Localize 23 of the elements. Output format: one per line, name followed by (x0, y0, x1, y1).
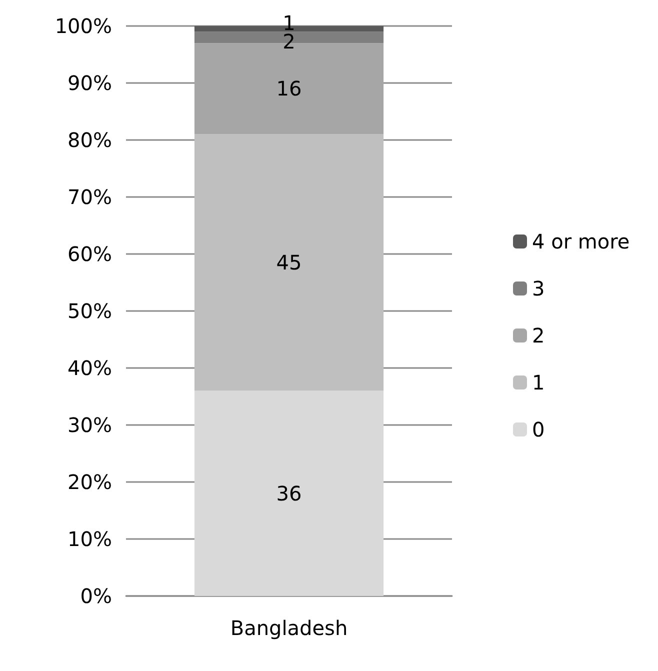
legend-label: 1 (532, 370, 545, 394)
bar (194, 134, 384, 391)
y-tick-label: 0% (80, 584, 112, 608)
y-tick-label: 10% (68, 527, 112, 551)
y-tick-label: 20% (68, 470, 112, 494)
y-tick-label: 50% (68, 299, 112, 323)
y-tick-label: 40% (68, 356, 112, 380)
bar (194, 390, 384, 596)
legend-label: 0 (532, 418, 545, 442)
y-tick-label: 30% (68, 413, 112, 437)
data-label: 2 (282, 29, 296, 54)
legend-label: 4 or more (532, 230, 630, 254)
legend-label: 3 (532, 276, 545, 300)
x-tick-label: Bangladesh (230, 616, 348, 640)
y-tick-label: 100% (54, 14, 112, 38)
legend-label: 2 (532, 324, 545, 348)
data-label: 45 (276, 250, 302, 275)
data-label: 36 (276, 481, 302, 506)
y-tick-label: 80% (68, 128, 112, 152)
y-tick-label: 60% (68, 242, 112, 266)
y-tick-label: 70% (68, 185, 112, 209)
data-label: 16 (276, 76, 302, 101)
y-tick-label: 90% (68, 71, 112, 95)
